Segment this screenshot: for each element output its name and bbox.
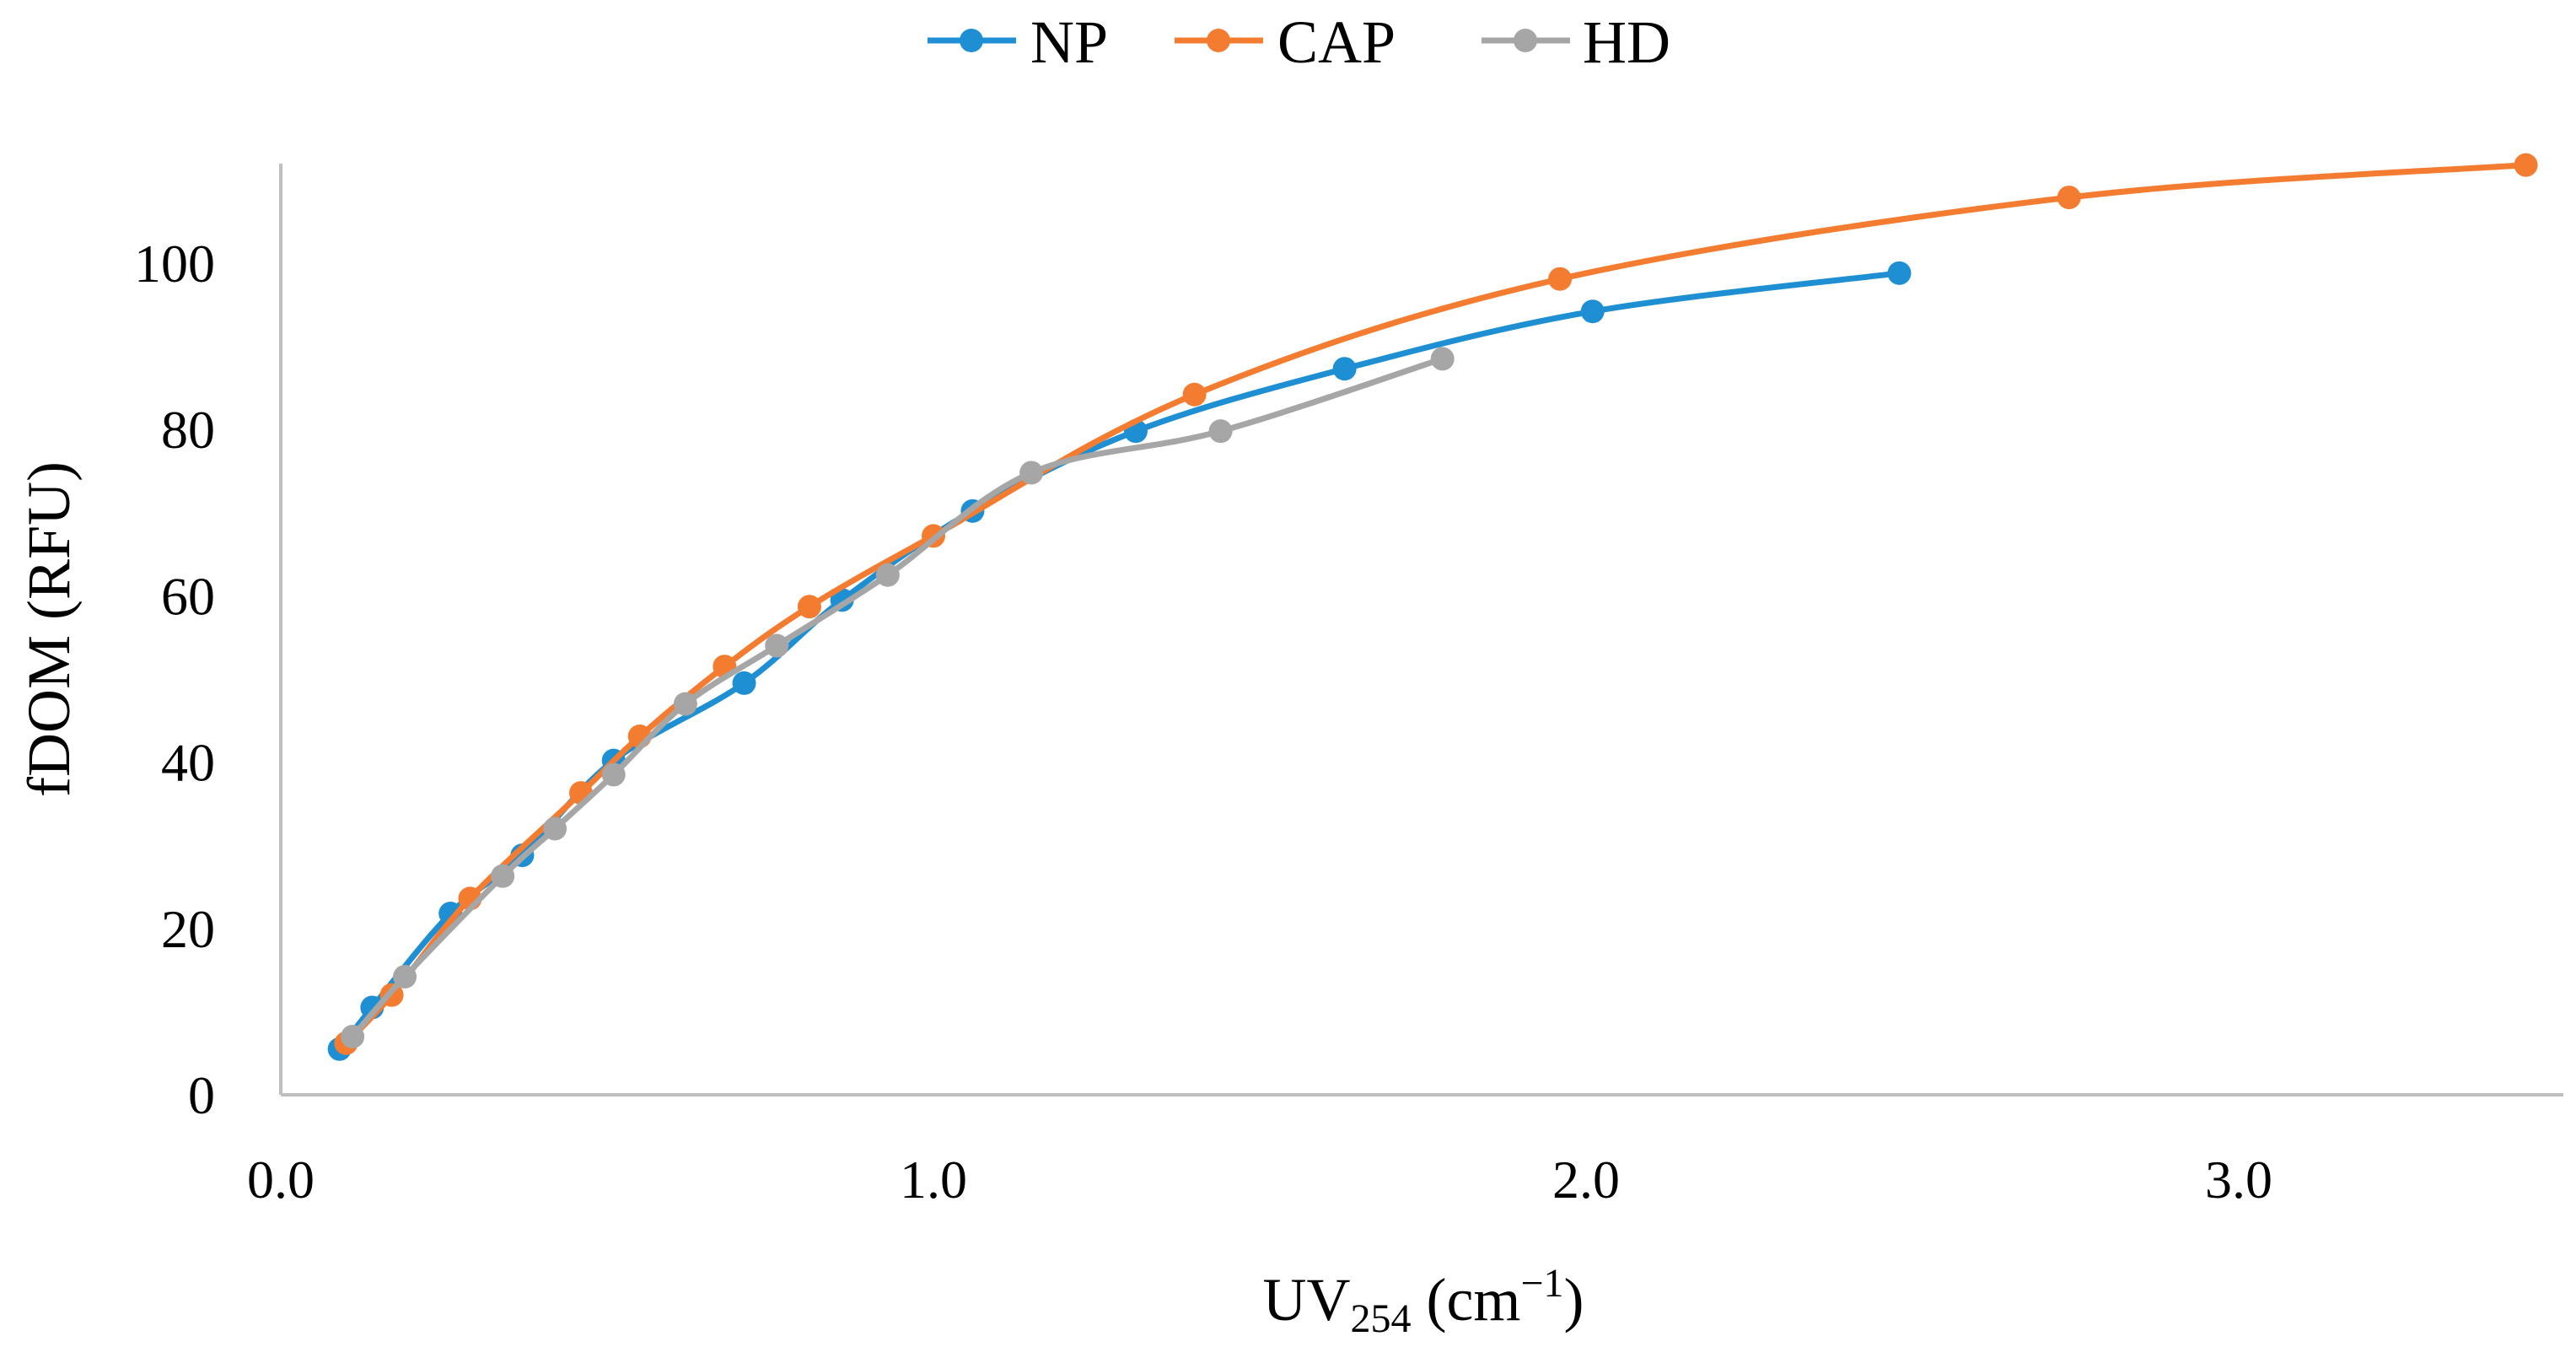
data-point-hd bbox=[875, 563, 900, 587]
data-point-np bbox=[732, 671, 756, 695]
data-point-hd bbox=[1208, 419, 1233, 444]
x-axis-title-superscript: −1 bbox=[1520, 1261, 1563, 1306]
legend-item-cap: CAP bbox=[1175, 8, 1396, 76]
legend-marker-np bbox=[960, 29, 983, 52]
legend-item-hd: HD bbox=[1482, 8, 1670, 76]
y-tick-label: 60 bbox=[161, 566, 215, 626]
series-line-np bbox=[336, 270, 1903, 1053]
x-axis-title: UV254 (cm−1) bbox=[1263, 1261, 1584, 1341]
data-point-cap bbox=[2514, 153, 2538, 177]
data-point-hd bbox=[601, 762, 626, 787]
data-point-cap bbox=[1182, 382, 1207, 407]
y-tick-label: 80 bbox=[161, 400, 215, 460]
series-hd bbox=[341, 347, 1455, 1048]
x-tick-labels: 0.0 1.0 2.0 3.0 bbox=[247, 1150, 2272, 1210]
legend-label-np: NP bbox=[1030, 8, 1108, 76]
legend-marker-cap bbox=[1207, 29, 1230, 52]
x-tick-label: 2.0 bbox=[1552, 1150, 1620, 1210]
y-tick-label: 40 bbox=[161, 733, 215, 793]
data-point-cap bbox=[1548, 267, 1573, 291]
series-layer bbox=[327, 153, 2538, 1061]
legend-label-hd: HD bbox=[1583, 8, 1670, 76]
data-point-hd bbox=[341, 1024, 365, 1048]
data-point-hd bbox=[393, 964, 417, 989]
legend: NP CAP HD bbox=[928, 8, 1670, 76]
y-tick-label: 20 bbox=[161, 899, 215, 959]
data-point-cap bbox=[797, 595, 821, 619]
data-point-hd bbox=[1430, 347, 1455, 371]
x-axis-title-main: UV bbox=[1263, 1266, 1351, 1334]
legend-marker-hd bbox=[1514, 29, 1537, 52]
y-tick-label: 0 bbox=[188, 1065, 215, 1125]
y-tick-labels: 0 20 40 60 80 100 bbox=[134, 234, 215, 1125]
x-tick-label: 0.0 bbox=[247, 1150, 315, 1210]
data-point-cap bbox=[2057, 186, 2081, 210]
legend-label-cap: CAP bbox=[1277, 8, 1396, 76]
data-point-np bbox=[1332, 357, 1357, 381]
series-cap bbox=[334, 153, 2538, 1055]
y-axis-title: fDOM (RFU) bbox=[15, 461, 83, 797]
legend-item-np: NP bbox=[928, 8, 1108, 76]
x-axis-title-unit-close: ) bbox=[1564, 1266, 1584, 1334]
data-point-hd bbox=[1019, 461, 1044, 485]
series-line-hd bbox=[349, 355, 1446, 1040]
series-line-cap bbox=[342, 162, 2530, 1047]
data-point-np bbox=[1887, 261, 1912, 285]
data-point-hd bbox=[765, 633, 789, 658]
x-tick-label: 1.0 bbox=[900, 1150, 967, 1210]
x-axis-title-unit-open: (cm bbox=[1412, 1266, 1521, 1334]
y-tick-label: 100 bbox=[134, 234, 215, 294]
x-tick-label: 3.0 bbox=[2205, 1150, 2272, 1210]
data-point-hd bbox=[673, 692, 697, 716]
data-point-np bbox=[1580, 299, 1605, 324]
data-point-hd bbox=[543, 816, 567, 841]
data-point-hd bbox=[491, 864, 515, 888]
series-np bbox=[327, 261, 1912, 1061]
x-axis-title-subscript: 254 bbox=[1351, 1296, 1412, 1341]
